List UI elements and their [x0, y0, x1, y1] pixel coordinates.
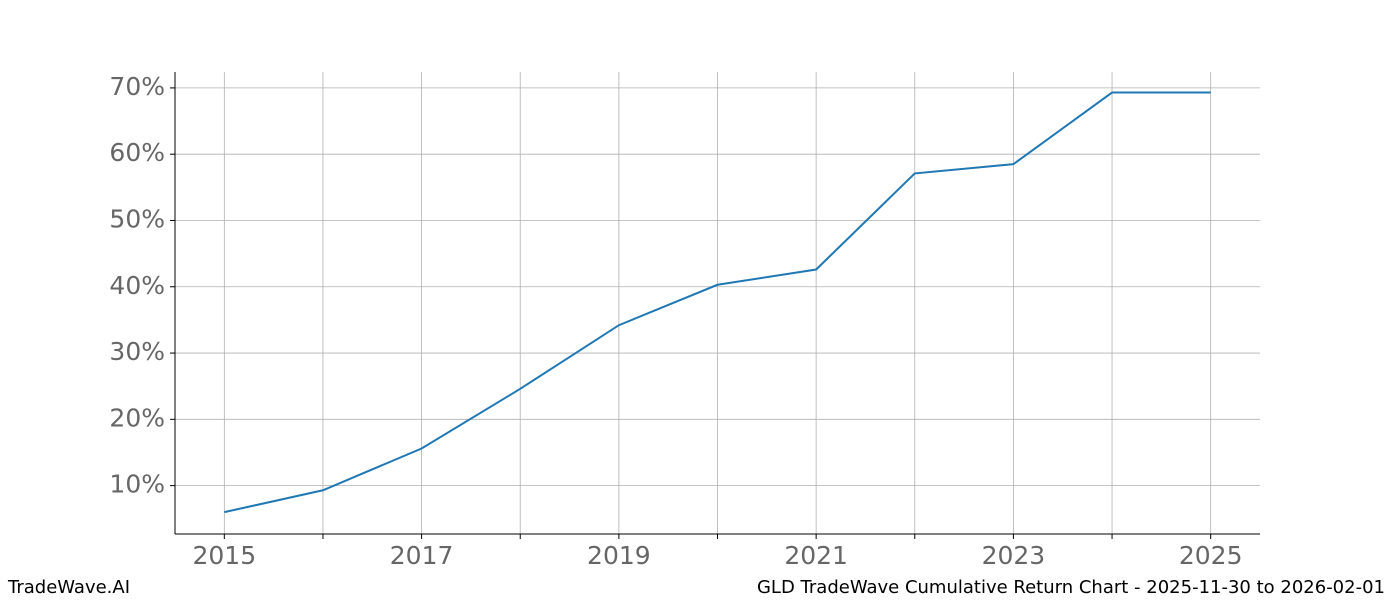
y-tick-label: 30% — [109, 337, 165, 366]
x-tick-label: 2017 — [390, 541, 454, 570]
y-tick-label: 70% — [109, 72, 165, 101]
line — [224, 91, 1211, 514]
x-tick-label: 2019 — [587, 541, 651, 570]
y-tick-label: 60% — [109, 138, 165, 167]
x-tick-label: 2023 — [982, 541, 1046, 570]
watermark: TradeWave.AI — [7, 577, 130, 598]
x-tick-label: 2021 — [784, 541, 848, 570]
x-tick-label: 2015 — [193, 541, 257, 570]
y-tick-label: 40% — [109, 271, 165, 300]
x-tick-label: 2025 — [1179, 541, 1243, 570]
y-tick-label: 10% — [109, 470, 165, 499]
y-tick-label: 20% — [109, 403, 165, 432]
chart-title: GLD TradeWave Cumulative Return Chart - … — [757, 577, 1385, 598]
y-tick-label: 50% — [109, 204, 165, 233]
